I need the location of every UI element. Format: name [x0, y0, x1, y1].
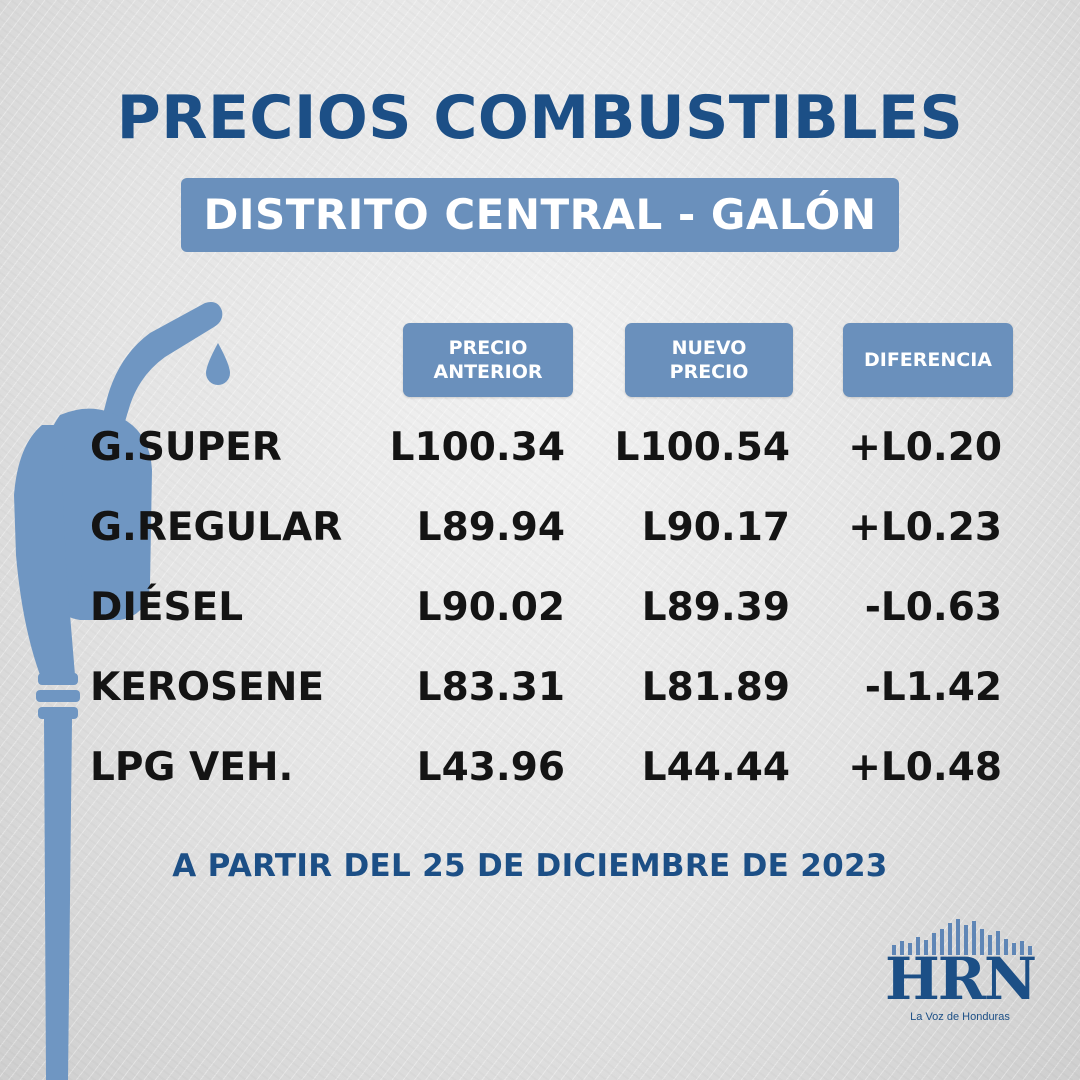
price-difference: +L0.23 — [848, 505, 1002, 550]
table-row: G.REGULAR L89.94 L90.17 +L0.23 — [0, 490, 1080, 570]
previous-price: L83.31 — [416, 665, 565, 710]
new-price: L44.44 — [641, 745, 790, 790]
effective-date: A PARTIR DEL 25 DE DICIEMBRE DE 2023 — [172, 848, 888, 884]
price-difference: -L0.63 — [864, 585, 1002, 630]
fuel-name: KEROSENE — [90, 665, 325, 710]
fuel-nozzle-icon — [14, 302, 230, 1080]
fuel-name: LPG VEH. — [90, 745, 294, 790]
fuel-name: DIÉSEL — [90, 585, 244, 630]
column-header-difference: DIFERENCIA — [843, 323, 1013, 397]
previous-price: L100.34 — [389, 425, 565, 470]
subtitle: DISTRITO CENTRAL - GALÓN — [181, 178, 899, 252]
fuel-name: G.SUPER — [90, 425, 282, 470]
table-row: LPG VEH. L43.96 L44.44 +L0.48 — [0, 730, 1080, 810]
equalizer-bars-icon — [892, 919, 1032, 955]
table-row: KEROSENE L83.31 L81.89 -L1.42 — [0, 650, 1080, 730]
new-price: L89.39 — [641, 585, 790, 630]
table-row: G.SUPER L100.34 L100.54 +L0.20 — [0, 410, 1080, 490]
price-difference: +L0.20 — [848, 425, 1002, 470]
price-difference: +L0.48 — [848, 745, 1002, 790]
hrn-logo: HRN La Voz de Honduras — [880, 915, 1040, 1030]
previous-price: L43.96 — [416, 745, 565, 790]
previous-price: L90.02 — [416, 585, 565, 630]
subtitle-banner: DISTRITO CENTRAL - GALÓN — [0, 178, 1080, 252]
new-price: L100.54 — [614, 425, 790, 470]
column-header-previous-price: PRECIO ANTERIOR — [403, 323, 573, 397]
new-price: L90.17 — [641, 505, 790, 550]
column-header-new-price: NUEVO PRECIO — [625, 323, 793, 397]
new-price: L81.89 — [641, 665, 790, 710]
fuel-drop-icon — [206, 343, 230, 385]
page-title: PRECIOS COMBUSTIBLES — [116, 83, 964, 153]
logo-tagline: La Voz de Honduras — [910, 1011, 1010, 1023]
previous-price: L89.94 — [416, 505, 565, 550]
logo-wordmark: HRN — [884, 945, 1037, 1013]
price-table: G.SUPER L100.34 L100.54 +L0.20 G.REGULAR… — [0, 410, 1080, 810]
table-row: DIÉSEL L90.02 L89.39 -L0.63 — [0, 570, 1080, 650]
fuel-name: G.REGULAR — [90, 505, 343, 550]
price-difference: -L1.42 — [864, 665, 1002, 710]
